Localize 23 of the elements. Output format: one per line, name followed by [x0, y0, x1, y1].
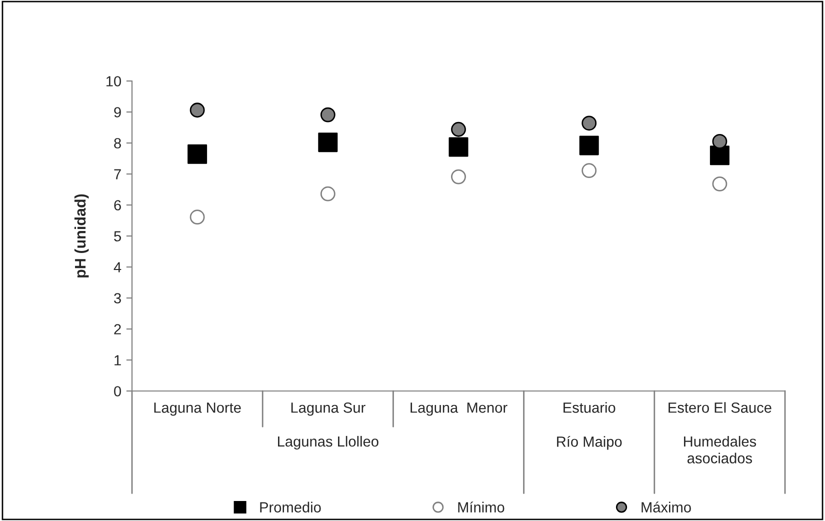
x-tick-label: Estuario: [564, 402, 616, 413]
legend-label: Promedio: [260, 502, 321, 512]
x-tick-label: Laguna Norte: [154, 402, 241, 416]
y-tick-label: 8: [114, 138, 121, 148]
x-tick-label: Estero El Sauce: [668, 402, 772, 413]
y-tick-label: 2: [114, 324, 121, 334]
y-tick-label: 3: [114, 293, 121, 304]
y-tick-label: 4: [114, 262, 122, 272]
text: Humedales asociados: [684, 436, 756, 464]
y-tick-label: 6: [114, 200, 121, 210]
y-tick-label: 10: [106, 76, 122, 86]
text: Lagunas Llolleo: [278, 436, 378, 450]
y-tick-label: 1: [114, 355, 121, 366]
y-tick-label: 5: [114, 231, 121, 242]
x-tick-label: Laguna Sur: [291, 402, 366, 416]
text: Río Maipo: [557, 436, 622, 450]
y-axis-title: pH (unidad): [74, 194, 89, 278]
legend-label: Máximo: [642, 502, 691, 512]
y-tick-label: 0: [114, 386, 122, 396]
y-tick-label: 9: [114, 107, 121, 118]
y-tick-label: 7: [114, 169, 121, 180]
legend-label: Mínimo: [458, 502, 504, 512]
x-tick-label: Laguna Menor: [410, 402, 508, 416]
